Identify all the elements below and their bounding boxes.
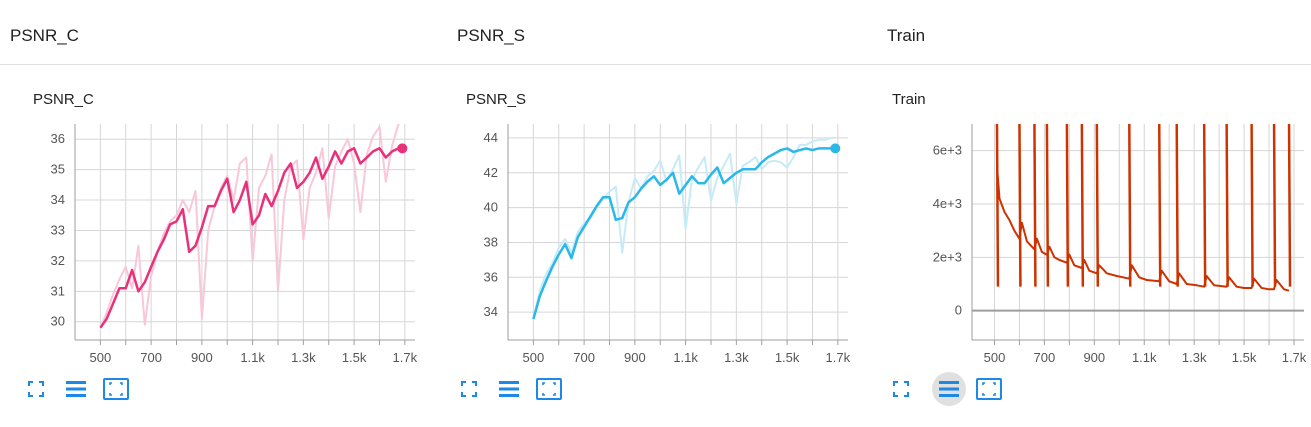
series-line-smoothed [99, 147, 400, 329]
fullscreen-icon [461, 381, 477, 397]
x-tick-label: 1.5k [775, 350, 800, 365]
series-line-raw [99, 124, 401, 329]
card-title: PSNR_S [466, 91, 527, 108]
chart-psnr-c[interactable]: 30 31 32 33 34 35 36 500 700 900 1.1k 1.3k 1.5k 1.7k [33, 66, 433, 366]
plot-area [532, 136, 836, 320]
plot-area [99, 124, 401, 329]
y-tick-label: 38 [484, 234, 498, 249]
fullscreen-button[interactable] [884, 372, 918, 406]
chart-card-psnr-c: PSNR_C 30 31 32 33 34 35 36 500 700 900 1.1k 1.3k 1.… [28, 66, 463, 426]
y-tick-label: 36 [484, 269, 498, 284]
y-tick-label: 32 [51, 253, 65, 268]
y-tick-label: 6e+3 [933, 143, 962, 158]
spike-line [1095, 124, 1100, 287]
card-title: PSNR_C [33, 91, 94, 108]
fit-domain-icon [536, 378, 562, 400]
spike-line [1128, 124, 1132, 287]
x-tick-label: 1.7k [826, 350, 851, 365]
x-tick-label: 1.1k [673, 350, 698, 365]
toggle-log-scale-icon [939, 381, 959, 397]
x-tick-label: 1.5k [342, 350, 367, 365]
spike-line [1045, 124, 1050, 287]
spike-line [995, 124, 1000, 287]
toggle-log-scale-icon [499, 381, 519, 397]
plot-area [972, 124, 1304, 312]
x-tick-label: 1.1k [1132, 350, 1157, 365]
x-tick-label: 1.7k [1282, 350, 1307, 365]
x-tick-label: 500 [984, 350, 1006, 365]
card-title: Train [892, 91, 926, 108]
fit-domain-button[interactable] [532, 372, 566, 406]
toggle-log-scale-button[interactable] [932, 372, 966, 406]
y-tick-label: 2e+3 [933, 249, 962, 264]
fullscreen-button[interactable] [452, 372, 486, 406]
chart-card-train: Train 0 2e+3 4e+3 6e+3 500 700 900 1.1k 1.3k 1.5k… [892, 66, 1311, 426]
spike-line [1202, 124, 1207, 287]
x-tick-label: 1.5k [1232, 350, 1257, 365]
spike-line [1250, 124, 1254, 287]
fit-domain-icon [103, 378, 129, 400]
y-tick-label: 36 [51, 131, 65, 146]
y-tick-label: 34 [484, 304, 498, 319]
header-divider [0, 64, 1311, 65]
group-title-train[interactable]: Train [887, 26, 926, 45]
x-tick-label: 900 [624, 350, 646, 365]
spike-line [1080, 124, 1085, 287]
toggle-log-scale-icon [66, 381, 86, 397]
x-tick-label: 1.1k [240, 350, 265, 365]
x-tick-label: 500 [90, 350, 112, 365]
spike-line [1225, 124, 1229, 287]
y-tick-label: 33 [51, 222, 65, 237]
group-title-psnr-s[interactable]: PSNR_S [457, 26, 526, 45]
fullscreen-icon [893, 381, 909, 397]
spike-line [1033, 124, 1037, 287]
fit-domain-button[interactable] [972, 372, 1006, 406]
spike-line [1018, 124, 1022, 287]
series-end-marker [830, 143, 841, 154]
group-title-psnr-c[interactable]: PSNR_C [10, 26, 79, 45]
spike-line [1272, 124, 1277, 287]
fit-domain-icon [976, 378, 1002, 400]
chart-psnr-s[interactable]: 34 36 38 40 42 44 500 700 900 1.1k 1.3k 1.5k 1.7k [466, 66, 866, 366]
spike-line [1065, 124, 1070, 287]
x-tick-label: 1.7k [393, 350, 418, 365]
fit-domain-button[interactable] [99, 372, 133, 406]
y-tick-label: 30 [51, 314, 65, 329]
toggle-log-scale-button[interactable] [492, 372, 526, 406]
spike-line [1287, 124, 1292, 287]
group-header-row: PSNR_C PSNR_S Train [0, 0, 1311, 66]
series-line-smoothed [532, 147, 836, 320]
y-tick-label: 4e+3 [933, 196, 962, 211]
y-tick-label: 42 [484, 165, 498, 180]
y-tick-label: 44 [484, 130, 498, 145]
x-tick-label: 1.3k [1182, 350, 1207, 365]
y-tick-label: 35 [51, 162, 65, 177]
x-tick-label: 900 [1083, 350, 1105, 365]
y-tick-label: 31 [51, 283, 65, 298]
toggle-log-scale-button[interactable] [59, 372, 93, 406]
x-tick-label: 500 [523, 350, 545, 365]
y-tick-label: 0 [955, 303, 962, 318]
chart-card-psnr-s: PSNR_S 34 36 38 40 42 44 500 700 900 1.1k 1.3k 1.5k… [461, 66, 896, 426]
y-tick-label: 34 [51, 192, 65, 207]
x-tick-label: 1.3k [291, 350, 316, 365]
y-tick-label: 40 [484, 200, 498, 215]
x-tick-label: 1.3k [724, 350, 749, 365]
series-line-train [996, 166, 1290, 292]
series-end-marker [397, 143, 408, 154]
spike-line [1175, 124, 1179, 287]
spike-line [1157, 124, 1162, 287]
series-line-raw [532, 136, 836, 320]
fullscreen-icon [28, 381, 44, 397]
chart-train[interactable]: 0 2e+3 4e+3 6e+3 500 700 900 1.1k 1.3k 1.5k 1.7k [892, 66, 1307, 366]
x-tick-label: 900 [191, 350, 213, 365]
x-tick-label: 700 [1034, 350, 1056, 365]
fullscreen-button[interactable] [19, 372, 53, 406]
x-tick-label: 700 [573, 350, 595, 365]
x-tick-label: 700 [140, 350, 162, 365]
